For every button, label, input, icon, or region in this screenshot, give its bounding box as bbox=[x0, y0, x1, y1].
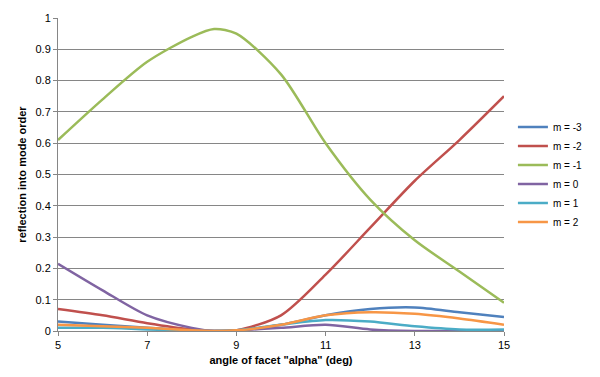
svg-text:m = -2: m = -2 bbox=[553, 141, 582, 152]
svg-text:9: 9 bbox=[233, 339, 239, 351]
svg-text:0.3: 0.3 bbox=[36, 231, 51, 243]
svg-text:0.5: 0.5 bbox=[36, 168, 51, 180]
svg-text:0.1: 0.1 bbox=[36, 294, 51, 306]
svg-text:1: 1 bbox=[45, 12, 51, 24]
svg-text:15: 15 bbox=[498, 339, 510, 351]
svg-text:0.6: 0.6 bbox=[36, 137, 51, 149]
svg-text:0: 0 bbox=[45, 325, 51, 337]
svg-text:0.4: 0.4 bbox=[36, 200, 51, 212]
svg-text:m = -1: m = -1 bbox=[553, 160, 582, 171]
svg-text:0.8: 0.8 bbox=[36, 74, 51, 86]
svg-text:7: 7 bbox=[144, 339, 150, 351]
svg-text:m = 1: m = 1 bbox=[553, 198, 579, 209]
svg-text:m = -3: m = -3 bbox=[553, 122, 582, 133]
svg-text:m = 0: m = 0 bbox=[553, 179, 579, 190]
svg-text:0.2: 0.2 bbox=[36, 262, 51, 274]
svg-text:0.9: 0.9 bbox=[36, 43, 51, 55]
svg-text:reflection into mode order: reflection into mode order bbox=[16, 106, 28, 243]
svg-text:13: 13 bbox=[409, 339, 421, 351]
svg-text:0.7: 0.7 bbox=[36, 106, 51, 118]
svg-text:11: 11 bbox=[320, 339, 331, 351]
svg-text:5: 5 bbox=[55, 339, 61, 351]
svg-text:angle of facet "alpha" (deg): angle of facet "alpha" (deg) bbox=[209, 354, 352, 366]
svg-text:m = 2: m = 2 bbox=[553, 217, 579, 228]
